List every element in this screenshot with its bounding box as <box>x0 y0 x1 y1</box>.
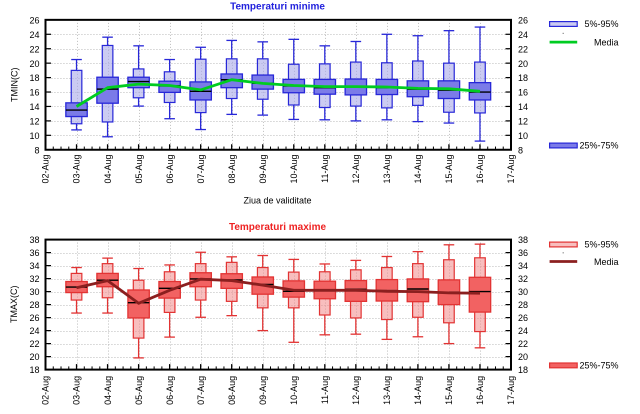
svg-text:30: 30 <box>518 287 528 297</box>
svg-text:5%-95%: 5%-95% <box>584 239 618 249</box>
svg-text:17-Aug: 17-Aug <box>506 376 516 405</box>
svg-text:16: 16 <box>518 88 528 98</box>
svg-text:05-Aug: 05-Aug <box>134 376 144 405</box>
svg-text:18: 18 <box>518 73 528 83</box>
svg-text:5%-95%: 5%-95% <box>584 19 618 29</box>
svg-text:16: 16 <box>29 88 39 98</box>
svg-text:11-Aug: 11-Aug <box>320 376 330 404</box>
svg-text:38: 38 <box>518 235 528 245</box>
svg-text:34: 34 <box>518 261 528 271</box>
svg-text:08-Aug: 08-Aug <box>227 155 237 184</box>
svg-text:10: 10 <box>518 131 528 141</box>
svg-text:18: 18 <box>518 365 528 375</box>
svg-text:17-Aug: 17-Aug <box>506 155 516 184</box>
svg-text:26: 26 <box>518 15 528 25</box>
svg-text:05-Aug: 05-Aug <box>134 155 144 184</box>
svg-text:06-Aug: 06-Aug <box>165 376 175 405</box>
svg-text:03-Aug: 03-Aug <box>72 376 82 405</box>
svg-text:08-Aug: 08-Aug <box>227 376 237 405</box>
svg-text:28: 28 <box>29 300 39 310</box>
svg-text:07-Aug: 07-Aug <box>196 376 206 405</box>
svg-text:15-Aug: 15-Aug <box>444 376 454 405</box>
svg-text:28: 28 <box>518 300 528 310</box>
svg-text:12: 12 <box>518 116 528 126</box>
svg-text:12: 12 <box>29 116 39 126</box>
svg-text:24: 24 <box>518 326 528 336</box>
svg-text:18: 18 <box>29 365 39 375</box>
svg-text:02-Aug: 02-Aug <box>41 155 51 184</box>
svg-text:32: 32 <box>518 274 528 284</box>
svg-text:12-Aug: 12-Aug <box>351 155 361 184</box>
svg-text:8: 8 <box>518 145 523 155</box>
svg-text:18: 18 <box>29 73 39 83</box>
svg-text:14-Aug: 14-Aug <box>413 155 423 184</box>
svg-text:12-Aug: 12-Aug <box>351 376 361 405</box>
svg-text:10: 10 <box>29 131 39 141</box>
svg-text:20: 20 <box>518 59 528 69</box>
svg-text:16-Aug: 16-Aug <box>475 155 485 184</box>
svg-text:04-Aug: 04-Aug <box>103 376 113 405</box>
svg-text:14-Aug: 14-Aug <box>413 376 423 405</box>
svg-text:Temperaturi maxime: Temperaturi maxime <box>229 222 327 233</box>
svg-text:Temperaturi minime: Temperaturi minime <box>230 1 325 12</box>
svg-text:25%-75%: 25%-75% <box>579 360 618 370</box>
svg-text:03-Aug: 03-Aug <box>72 155 82 184</box>
svg-text:07-Aug: 07-Aug <box>196 155 206 184</box>
svg-text:22: 22 <box>29 339 39 349</box>
svg-text:09-Aug: 09-Aug <box>258 155 268 184</box>
svg-text:24: 24 <box>29 326 39 336</box>
svg-text:22: 22 <box>518 44 528 54</box>
svg-text:26: 26 <box>29 15 39 25</box>
svg-text:13-Aug: 13-Aug <box>382 155 392 184</box>
svg-text:14: 14 <box>29 102 39 112</box>
svg-text:30: 30 <box>29 287 39 297</box>
svg-text:20: 20 <box>29 352 39 362</box>
svg-text:15-Aug: 15-Aug <box>444 155 454 184</box>
svg-text:02-Aug: 02-Aug <box>41 376 51 405</box>
svg-text:14: 14 <box>518 102 528 112</box>
svg-text:10-Aug: 10-Aug <box>289 155 299 184</box>
svg-text:Ziua de validitate: Ziua de validitate <box>243 196 311 206</box>
svg-text:36: 36 <box>518 248 528 258</box>
svg-text:26: 26 <box>518 313 528 323</box>
svg-text:24: 24 <box>29 30 39 40</box>
svg-text:36: 36 <box>29 248 39 258</box>
svg-text:8: 8 <box>34 145 39 155</box>
svg-text:11-Aug: 11-Aug <box>320 155 330 183</box>
svg-text:22: 22 <box>518 339 528 349</box>
svg-text:TMIN(C): TMIN(C) <box>10 68 20 103</box>
svg-text:16-Aug: 16-Aug <box>475 376 485 405</box>
svg-text:38: 38 <box>29 235 39 245</box>
svg-text:24: 24 <box>518 30 528 40</box>
svg-text:Media: Media <box>594 257 619 267</box>
svg-text:20: 20 <box>29 59 39 69</box>
svg-text:13-Aug: 13-Aug <box>382 376 392 405</box>
svg-text:22: 22 <box>29 44 39 54</box>
svg-text:20: 20 <box>518 352 528 362</box>
svg-text:TMAX(C): TMAX(C) <box>9 285 19 323</box>
svg-text:06-Aug: 06-Aug <box>165 155 175 184</box>
svg-text:26: 26 <box>29 313 39 323</box>
svg-text:Media: Media <box>594 37 619 47</box>
svg-text:09-Aug: 09-Aug <box>258 376 268 405</box>
svg-text:34: 34 <box>29 261 39 271</box>
svg-text:32: 32 <box>29 274 39 284</box>
svg-text:25%-75%: 25%-75% <box>579 140 618 150</box>
svg-text:10-Aug: 10-Aug <box>289 376 299 405</box>
svg-text:04-Aug: 04-Aug <box>103 155 113 184</box>
